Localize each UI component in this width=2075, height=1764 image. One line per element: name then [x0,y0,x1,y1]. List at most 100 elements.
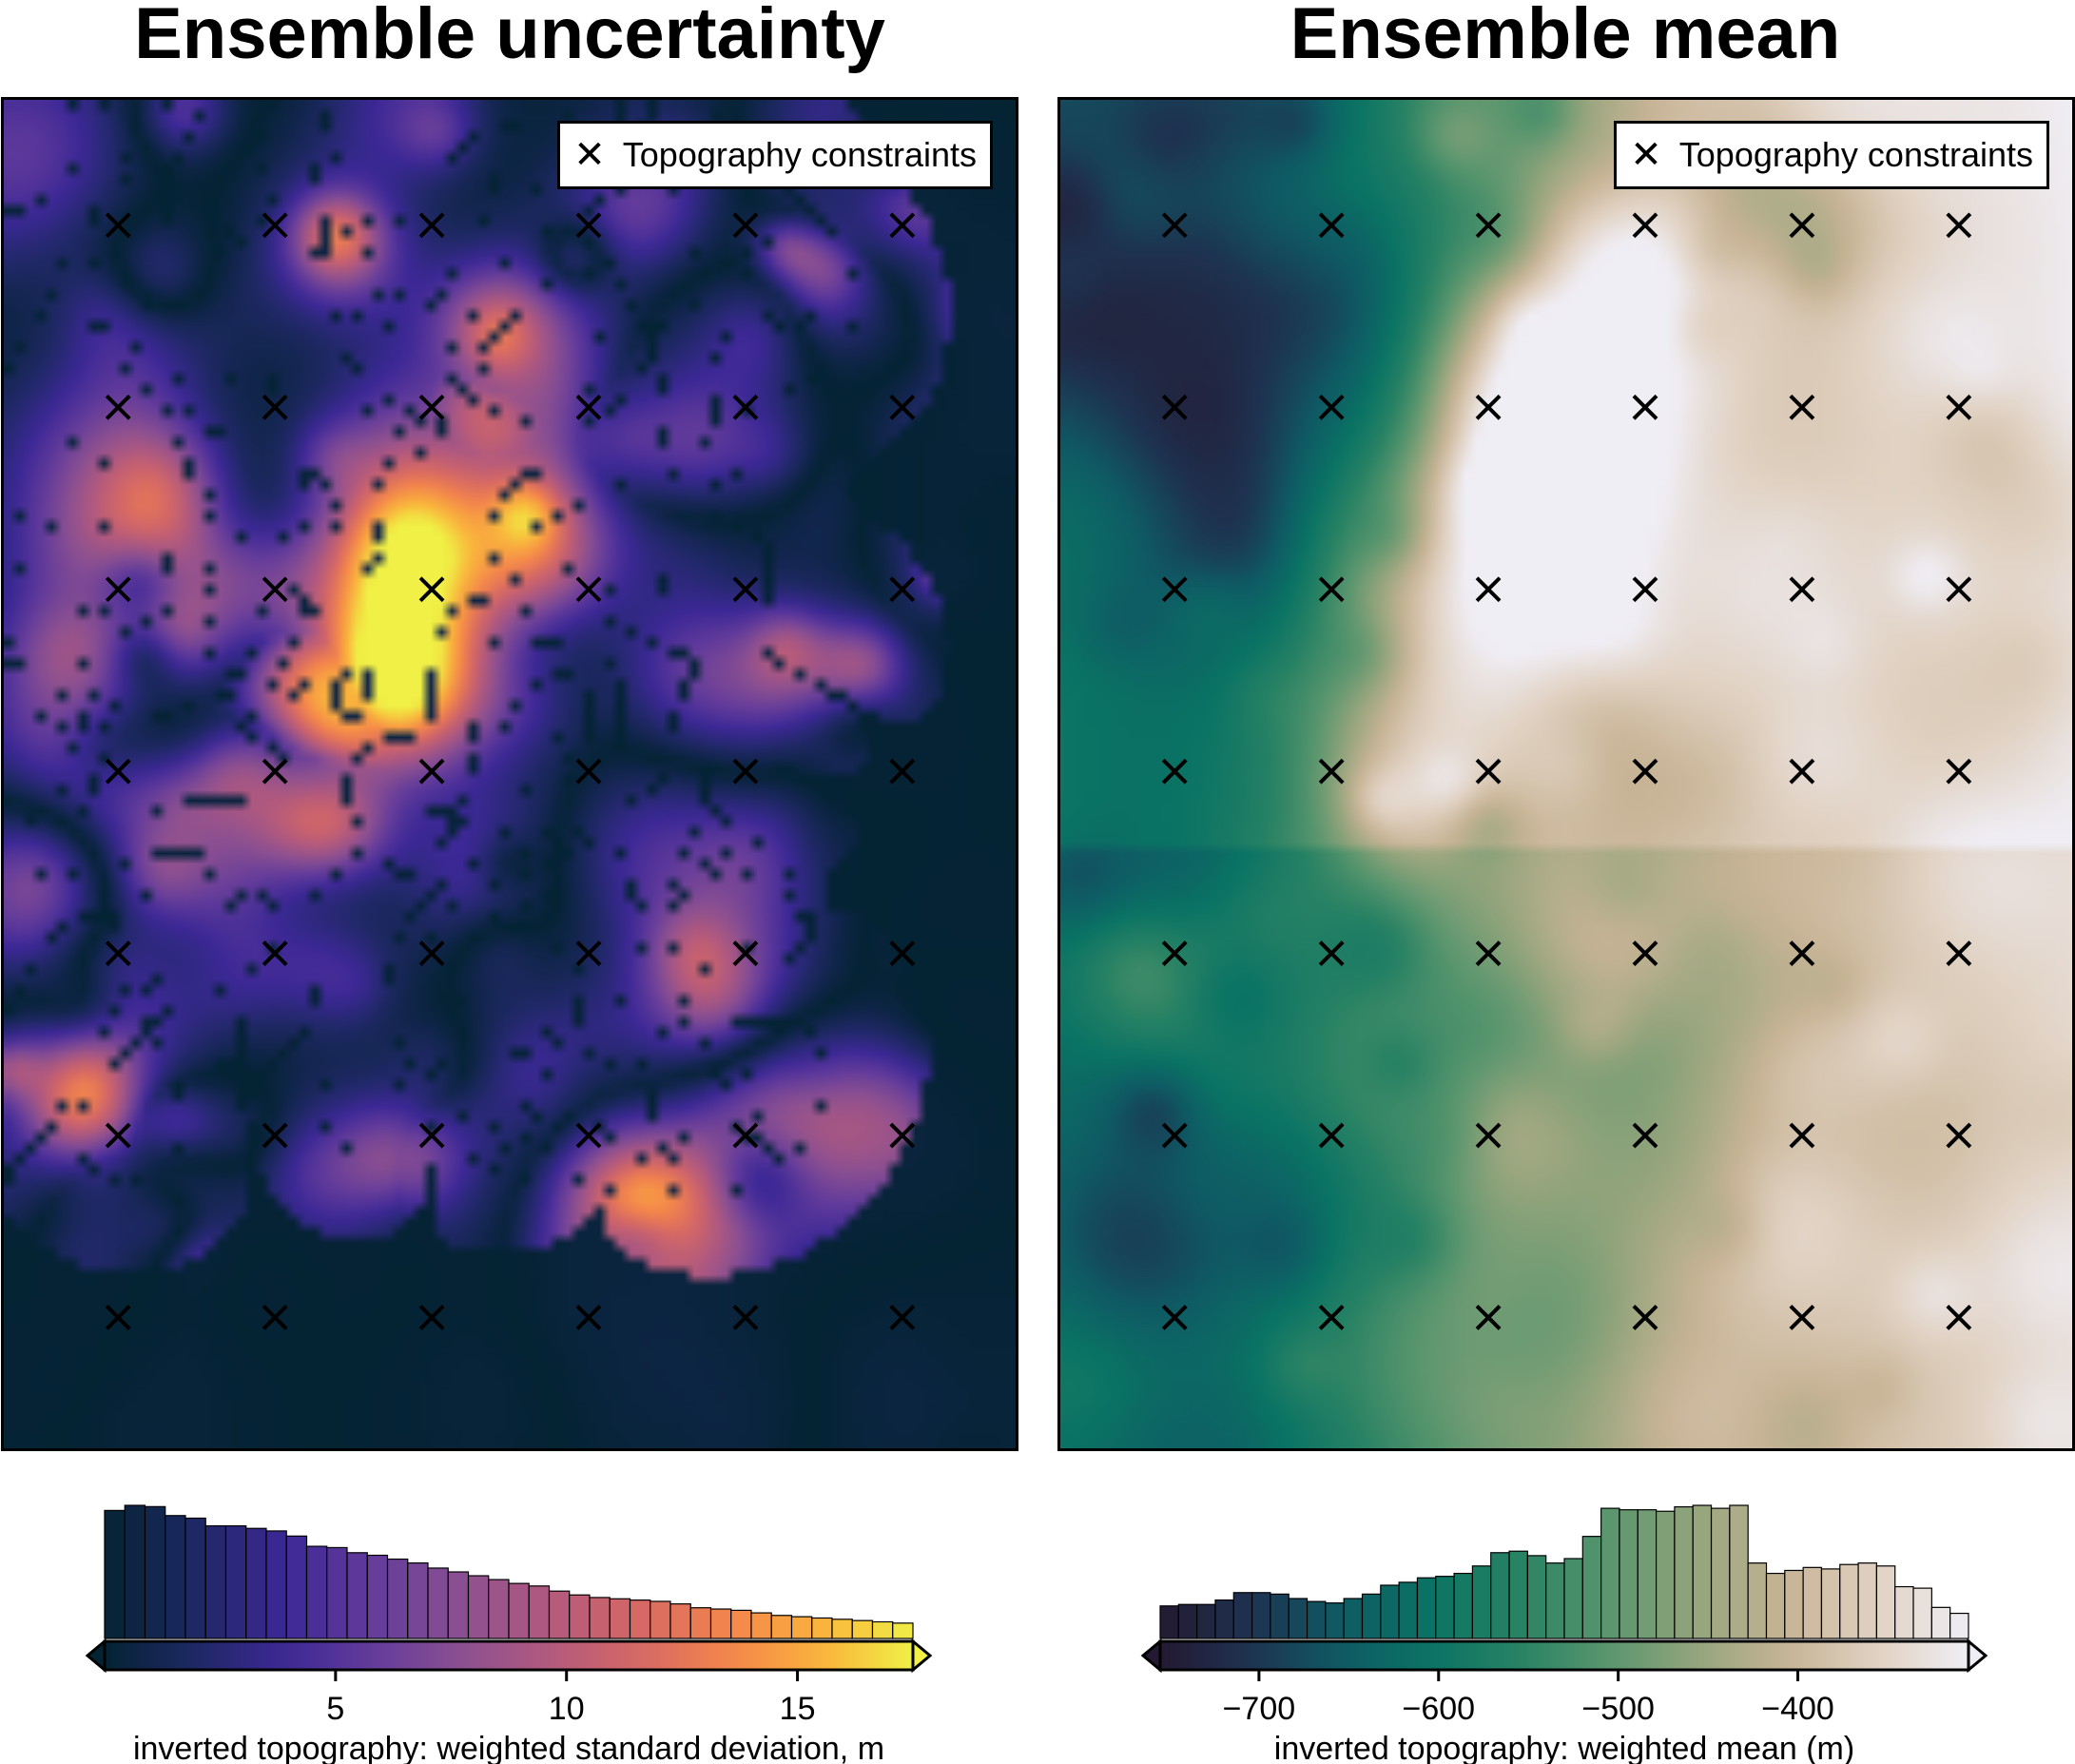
histogram-bar [1875,1565,1896,1639]
histogram-bar [629,1599,651,1639]
right-map-title: Ensemble mean [1290,0,1841,74]
colorbar-tick-label: 10 [549,1691,585,1727]
mean-constraint-markers [1161,212,1972,1330]
histogram-bar [1894,1585,1914,1639]
constraint-marker [575,940,602,967]
constraint-marker [1789,394,1815,420]
histogram-bar [224,1524,247,1639]
constraint-marker [1475,1122,1502,1149]
histogram-bar [589,1597,611,1639]
histogram-bar [1526,1555,1547,1639]
constraint-marker [889,576,916,603]
constraint-marker [1946,940,1972,967]
histogram-bar [1471,1565,1492,1639]
constraint-marker [1161,940,1188,967]
colorbar-extend-triangle [911,1638,933,1674]
uncertainty-legend: ✕ Topography constraints [557,121,993,189]
histogram-bar [1729,1504,1749,1639]
constraint-marker [575,576,602,603]
constraint-marker [105,1305,131,1330]
constraint-marker [575,758,602,785]
histogram-bar [1930,1606,1951,1639]
histogram-bar [1784,1569,1804,1639]
histogram-bar [366,1554,389,1639]
constraint-marker [262,394,288,420]
constraint-marker [1318,394,1345,420]
constraint-marker [732,212,759,239]
histogram-bar [1177,1603,1198,1639]
uncertainty-constraint-markers [105,212,916,1330]
constraint-marker [105,940,131,967]
constraint-marker [1475,212,1502,239]
histogram-bar [831,1619,853,1639]
histogram-bar [1563,1558,1583,1639]
constraint-marker [1161,758,1188,785]
constraint-marker [575,1305,602,1330]
constraint-marker [1946,758,1972,785]
histogram-bar [1270,1593,1290,1639]
constraint-marker [1632,576,1658,603]
histogram-bar [1857,1562,1878,1639]
constraint-marker [1789,576,1815,603]
histogram-bar [265,1530,287,1639]
constraint-marker [889,940,916,967]
constraint-marker [262,576,288,603]
constraint-marker [1318,576,1345,603]
constraint-marker [1789,940,1815,967]
constraint-marker [1946,212,1972,239]
histogram-bar [1361,1593,1382,1639]
constraint-marker [1632,1122,1658,1149]
constraint-marker [1161,1305,1188,1330]
colorbar-tick-label: −700 [1223,1691,1296,1727]
constraint-marker [262,940,288,967]
histogram-bar [1802,1566,1823,1639]
constraint-marker [105,758,131,785]
colorbar-extend-triangle [85,1638,107,1674]
histogram-bar [386,1558,409,1639]
histogram-bar [569,1594,591,1639]
constraint-marker [1632,394,1658,420]
histogram-bar [1710,1507,1731,1639]
constraint-marker [1946,1305,1972,1330]
histogram-bar [204,1524,227,1639]
histogram-bar [790,1616,813,1639]
constraint-marker [1318,758,1345,785]
uncertainty-colorbar-histogram: inverted topography: weighted standard d… [85,1504,933,1764]
constraint-marker [889,1305,916,1330]
constraint-marker [1789,212,1815,239]
constraint-marker [1789,758,1815,785]
constraint-marker [575,1122,602,1149]
constraint-marker [1946,1122,1972,1149]
constraint-marker [575,394,602,420]
histogram-bar [1196,1603,1216,1639]
histogram-bar [528,1585,551,1639]
histogram-bar [1637,1509,1658,1639]
colorbar-extend-triangle [1140,1638,1162,1674]
histogram-bar [1839,1563,1859,1639]
constraint-marker [732,576,759,603]
constraint-marker [105,1122,131,1149]
histogram-bar [285,1535,308,1639]
histogram-bar [750,1612,772,1639]
histogram-bar [1306,1600,1327,1639]
histogram-bar [1398,1581,1419,1639]
constraint-marker [889,758,916,785]
histogram-bar [144,1505,166,1639]
colorbar-tick-label: 5 [326,1691,344,1727]
colorbar-gradient [1158,1639,1970,1672]
histogram-bar [1380,1584,1400,1639]
constraint-marker [1161,1122,1188,1149]
histogram-bar [730,1609,752,1639]
colorbar-tick-label: 15 [780,1691,816,1727]
colorbar-tick-label: −400 [1761,1691,1834,1727]
constraint-marker [418,212,445,239]
mean-colorbar-histogram: inverted topography: weighted mean (m) −… [1140,1504,1988,1764]
histogram-bar [488,1579,510,1639]
histogram-bar [1820,1568,1841,1639]
constraint-marker [1475,394,1502,420]
constraint-marker [262,1122,288,1149]
constraint-marker [1632,212,1658,239]
constraint-marker [889,394,916,420]
histogram-bar [1251,1592,1271,1639]
histogram-bar [1435,1576,1455,1639]
